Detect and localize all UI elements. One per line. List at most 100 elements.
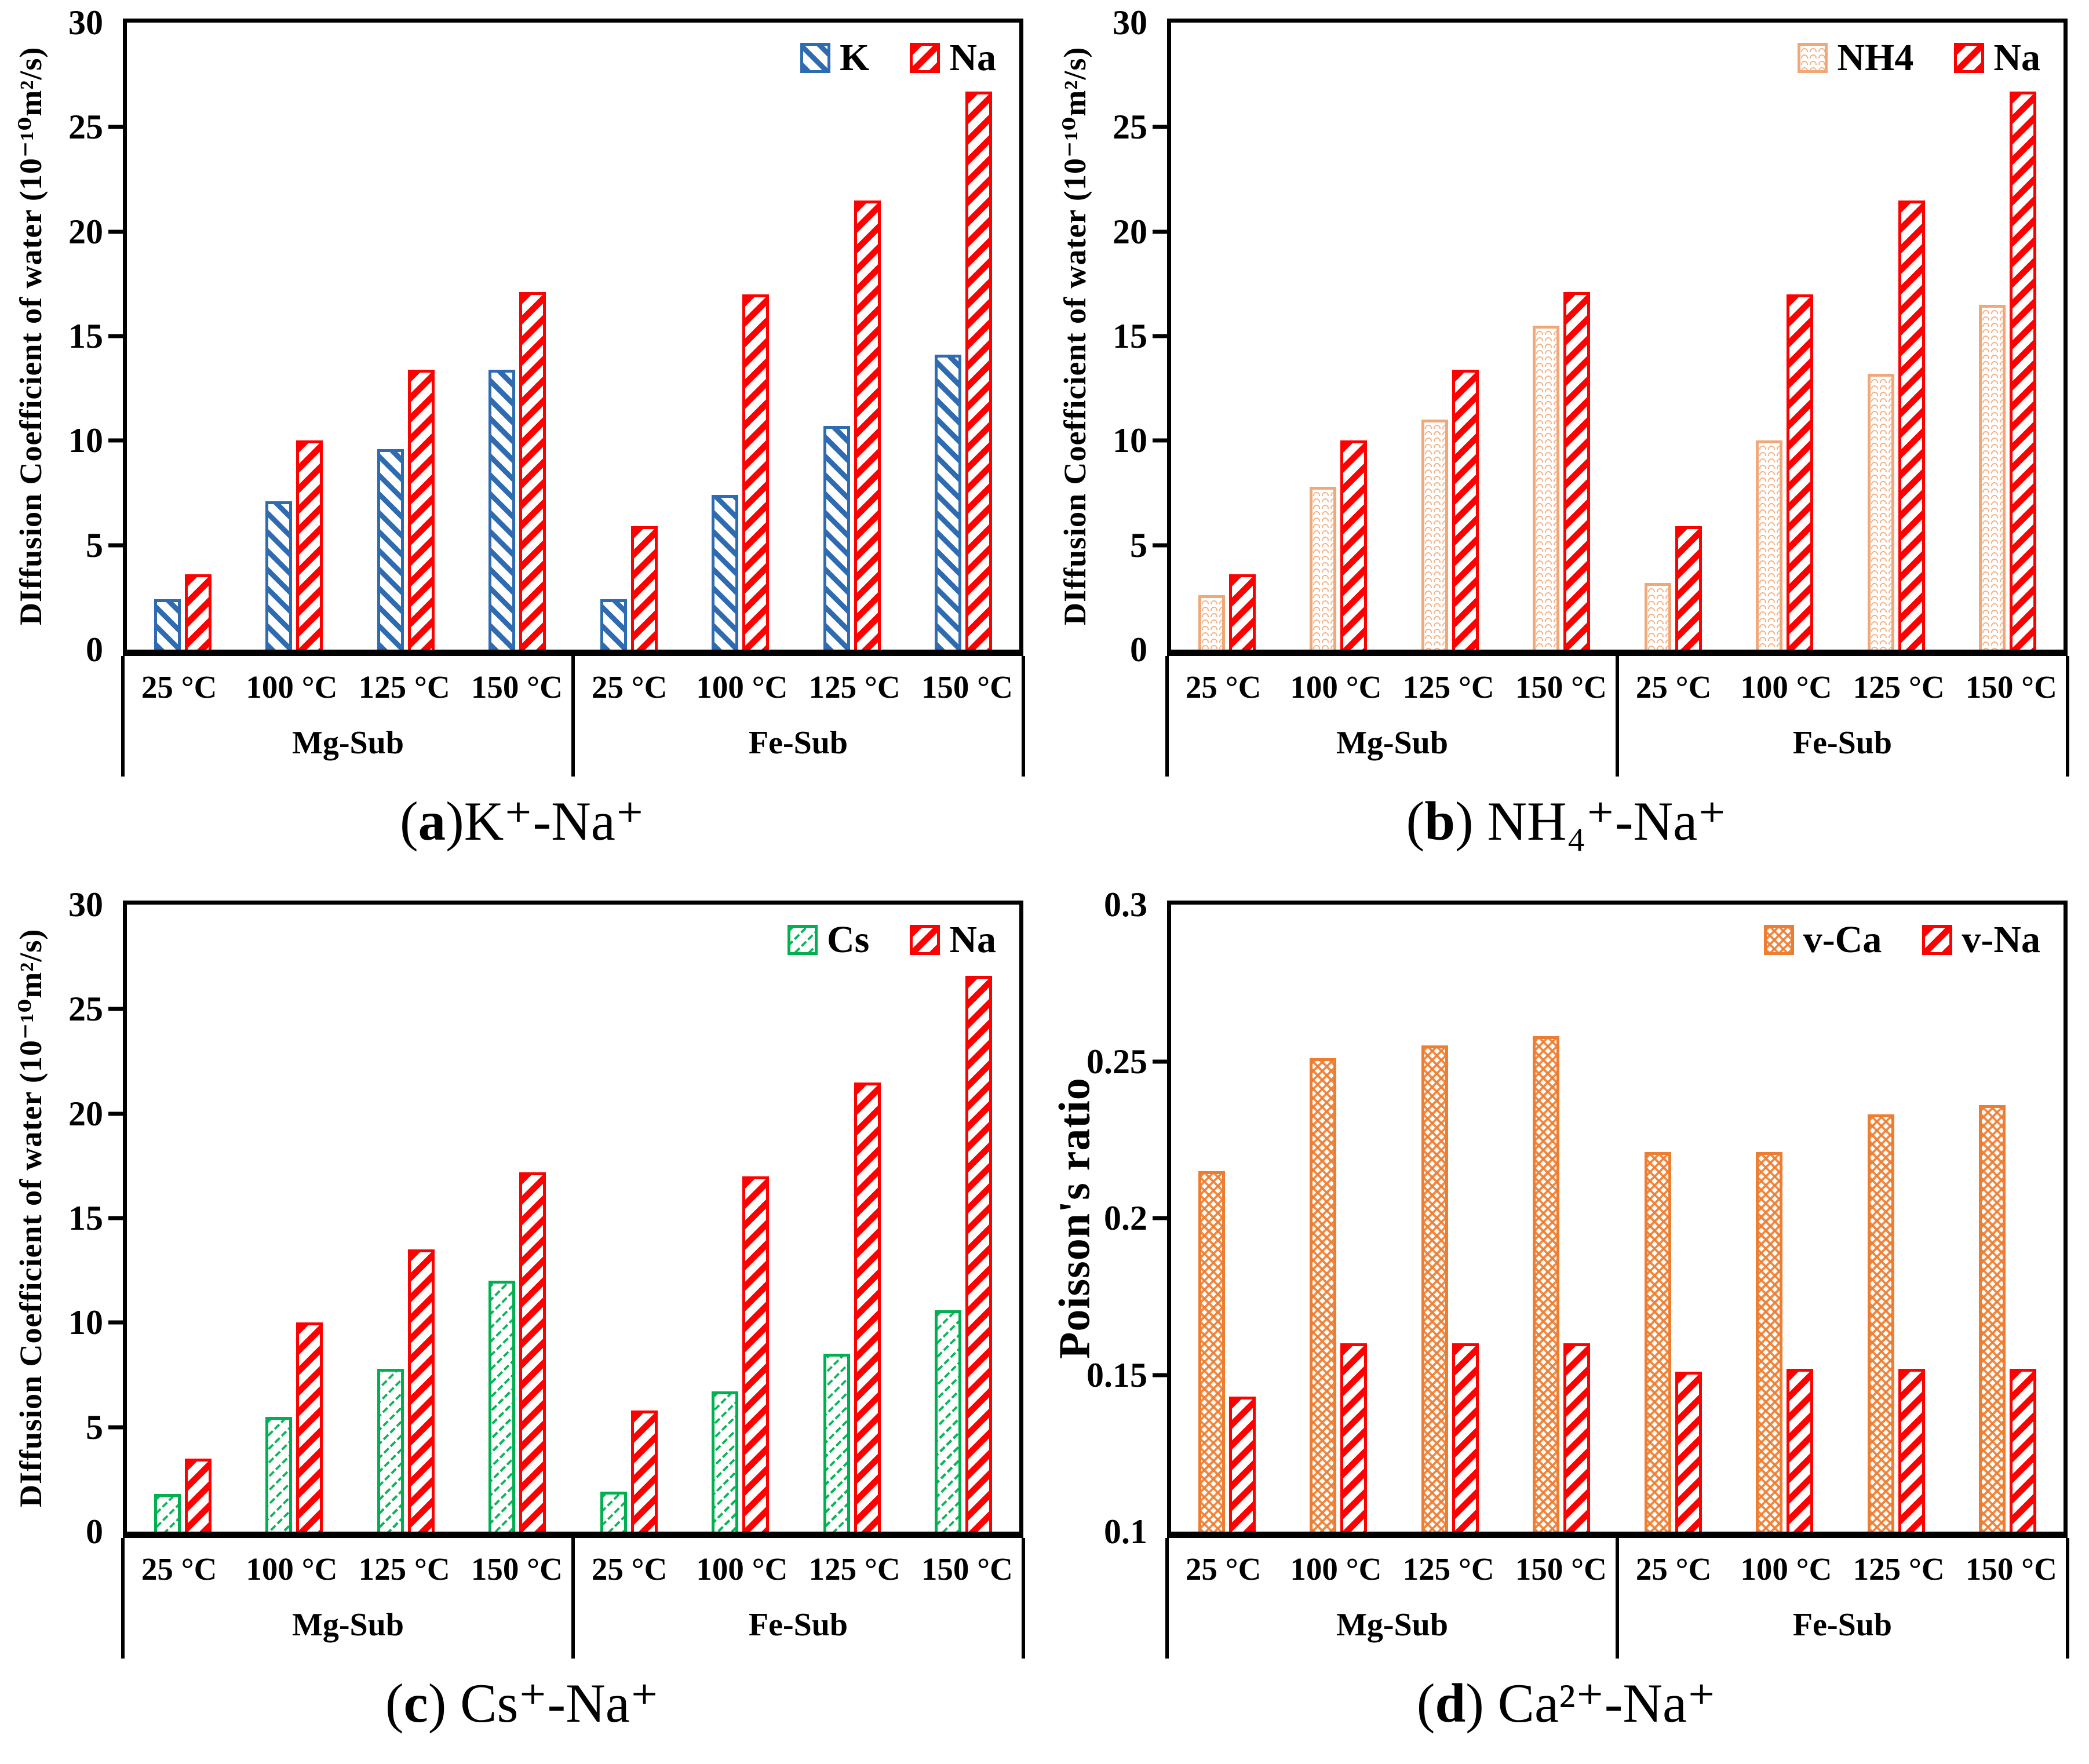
bar-group-125 °C xyxy=(1840,23,1952,650)
bar-v-Na xyxy=(1563,1343,1591,1532)
y-tick-label: 30 xyxy=(68,885,103,924)
legend-swatch-Na xyxy=(1954,43,1985,73)
bar-group-150 °C xyxy=(462,905,574,1532)
legend-swatch-Na xyxy=(910,925,940,955)
y-tick-mark xyxy=(108,438,123,443)
x-tick-label: 100 °C xyxy=(696,1551,788,1587)
bar-group-100 °C xyxy=(239,23,351,650)
x-tick-label: 100 °C xyxy=(1740,1551,1832,1587)
y-tick-label: 0.1 xyxy=(1104,1512,1147,1551)
y-axis-tick-labels: 0 5 10 15 20 25 30 xyxy=(0,887,111,1549)
legend-label: NH4 xyxy=(1837,37,1914,79)
y-tick-mark xyxy=(108,125,123,129)
bar-group-125 °C xyxy=(350,23,462,650)
y-tick-mark xyxy=(108,1216,123,1220)
y-tick-mark xyxy=(108,334,123,338)
bar-Na xyxy=(630,526,658,650)
bar-group-100 °C xyxy=(1729,905,1841,1532)
x-tick-label: 150 °C xyxy=(1515,669,1607,705)
y-tick-label: 0 xyxy=(1130,630,1147,669)
legend-label: Na xyxy=(1993,37,2040,79)
y-tick-mark xyxy=(1153,125,1167,129)
caption-text: ) Cs⁺-Na⁺ xyxy=(428,1672,659,1734)
x-tick-label: 150 °C xyxy=(1515,1551,1607,1587)
y-axis-tick-labels: 0 5 10 15 20 25 30 xyxy=(0,5,111,667)
caption-paren: ( xyxy=(399,790,418,852)
x-axis-separator xyxy=(121,1538,125,1659)
bar-group-125 °C xyxy=(1394,23,1506,650)
bar-v-Na xyxy=(1898,1368,1925,1532)
caption-letter: a xyxy=(418,790,446,852)
x-axis-separator xyxy=(1616,656,1619,777)
y-tick-mark xyxy=(108,543,123,548)
panel-caption: (b) NH₄⁺-Na⁺ xyxy=(1044,791,2088,852)
bar-v-Na xyxy=(1228,1397,1256,1532)
y-tick-label: 5 xyxy=(86,1408,103,1446)
y-tick-mark xyxy=(108,1320,123,1325)
bar-group-125 °C xyxy=(350,905,462,1532)
legend-swatch-K xyxy=(800,43,830,73)
bar-group-125 °C xyxy=(1394,905,1506,1532)
bar-NH4 xyxy=(1310,486,1337,650)
caption-letter: b xyxy=(1424,790,1456,852)
x-tick-label: 25 °C xyxy=(1635,669,1712,705)
bar-Na xyxy=(184,1458,212,1532)
bar-v-Na xyxy=(1452,1343,1479,1532)
bar-v-Ca xyxy=(1310,1058,1337,1532)
x-tick-label: 25 °C xyxy=(1635,1551,1712,1587)
bar-v-Ca xyxy=(1756,1152,1783,1532)
bar-group-25 °C xyxy=(127,905,239,1532)
bar-Cs xyxy=(935,1310,962,1532)
bar-v-Ca xyxy=(1198,1171,1225,1532)
bar-K xyxy=(377,449,404,650)
legend: Cs Na xyxy=(787,921,996,959)
legend-label: v-Na xyxy=(1962,919,2040,961)
x-tick-label: 150 °C xyxy=(1965,669,2057,705)
plot-area: NH4 Na xyxy=(1153,19,2068,656)
y-tick-mark xyxy=(1153,438,1167,443)
panel-caption: (d) Ca²⁺-Na⁺ xyxy=(1044,1673,2088,1734)
y-tick-label: 5 xyxy=(1130,526,1147,564)
y-tick-mark xyxy=(1153,1216,1167,1220)
bar-NH4 xyxy=(1421,420,1448,650)
y-tick-label: 0 xyxy=(86,1512,103,1551)
bar-group-150 °C xyxy=(462,23,574,650)
x-tick-label: 100 °C xyxy=(246,1551,338,1587)
bar-NH4 xyxy=(1533,325,1560,650)
bar-Na xyxy=(1675,526,1702,650)
bar-Cs xyxy=(377,1368,404,1532)
legend-item-Na: Na xyxy=(910,921,996,959)
y-tick-mark xyxy=(108,1111,123,1116)
bar-v-Na xyxy=(1675,1372,1702,1532)
y-tick-mark xyxy=(108,229,123,234)
bar-group-100 °C xyxy=(1283,905,1395,1532)
legend-swatch-NH4 xyxy=(1798,43,1828,73)
legend: K Na xyxy=(800,39,996,77)
y-tick-label: 20 xyxy=(68,212,103,251)
bar-Na xyxy=(854,200,881,650)
plot-area: Cs Na xyxy=(108,901,1023,1538)
panel-caption: (a)K⁺-Na⁺ xyxy=(0,791,1044,852)
bar-group-25 °C xyxy=(1171,23,1283,650)
x-tick-label: 125 °C xyxy=(1402,669,1494,705)
y-tick-label: 25 xyxy=(68,108,103,147)
legend-swatch-Na xyxy=(910,43,940,73)
legend-item-Cs: Cs xyxy=(787,921,869,959)
y-tick-mark xyxy=(1153,543,1167,548)
bar-group-100 °C xyxy=(685,23,797,650)
bar-K xyxy=(935,355,962,650)
x-tick-label: 125 °C xyxy=(808,1551,901,1587)
bar-group-100 °C xyxy=(1729,23,1841,650)
bar-Na xyxy=(1228,574,1256,650)
legend-label: Na xyxy=(949,919,996,961)
bar-K xyxy=(600,599,627,650)
plot-area: K Na xyxy=(108,19,1023,656)
bar-v-Ca xyxy=(1533,1036,1560,1532)
bar-Cs xyxy=(600,1492,627,1532)
bar-Cs xyxy=(265,1416,293,1532)
bar-K xyxy=(488,369,516,650)
bar-Cs xyxy=(154,1494,181,1532)
y-tick-mark xyxy=(1153,229,1167,234)
legend-item-Na: Na xyxy=(1954,39,2040,77)
